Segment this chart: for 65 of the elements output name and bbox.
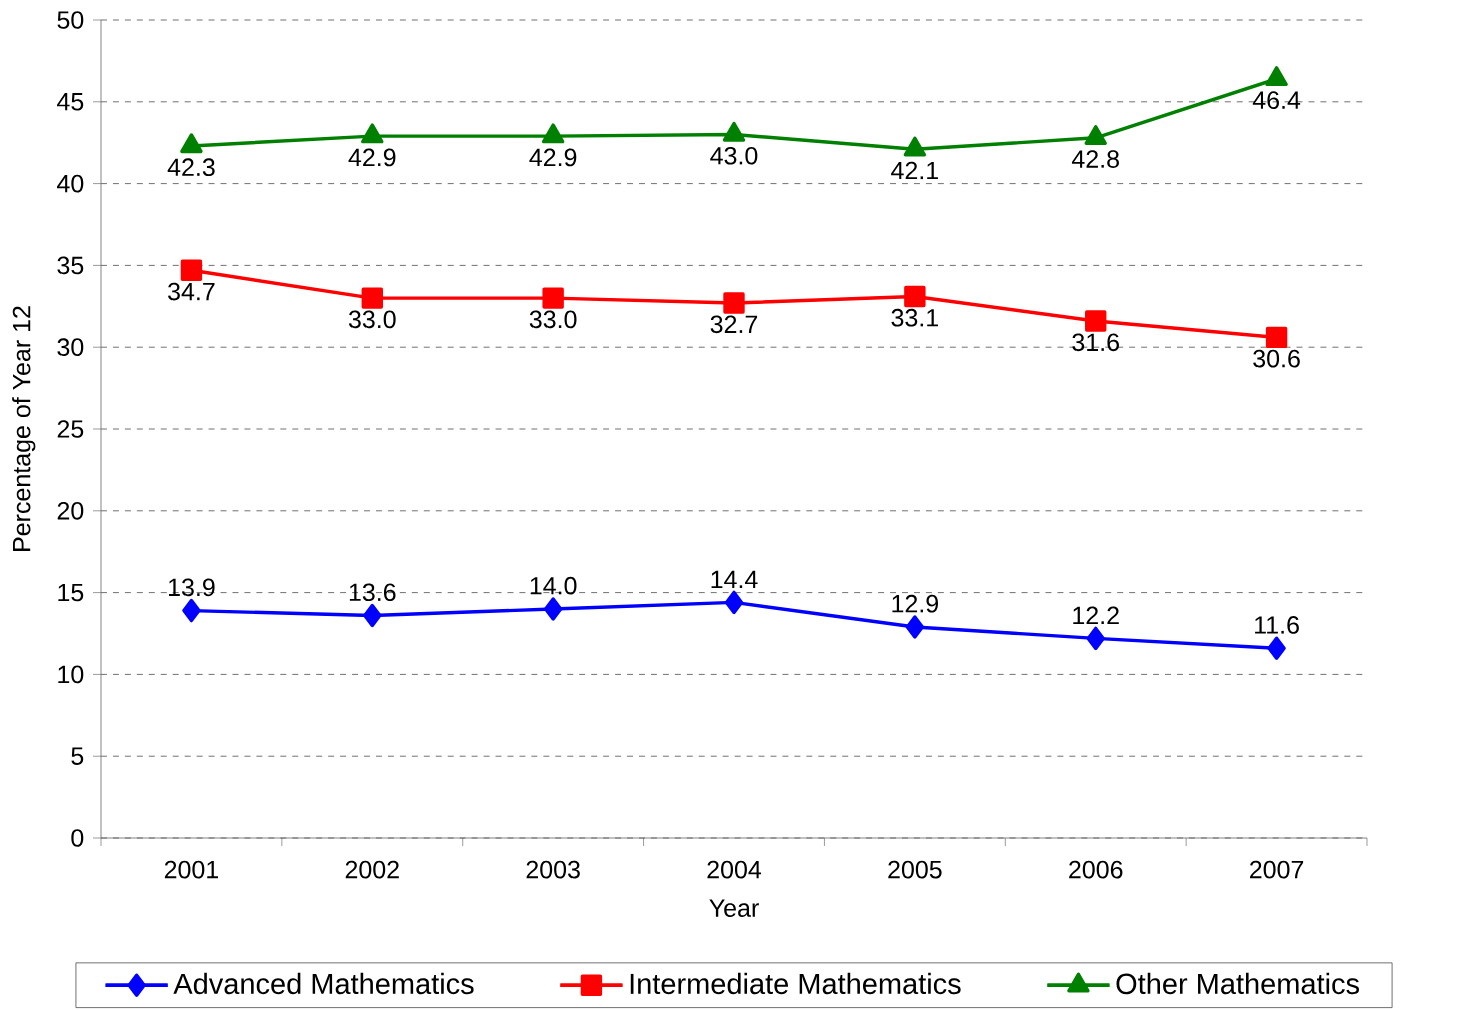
data-label: 31.6 [1072, 333, 1119, 352]
y-tick-label: 15 [58, 583, 84, 602]
point [542, 287, 564, 309]
x-tick-label: 2003 [526, 860, 580, 879]
data-label: 34.7 [168, 282, 215, 301]
y-tick-label: 0 [71, 829, 84, 847]
legend-label: Other Mathematics [1116, 972, 1359, 995]
point [361, 287, 383, 309]
point [363, 603, 382, 628]
point [1267, 636, 1286, 660]
point [722, 121, 746, 142]
data-label: 12.2 [1073, 606, 1119, 625]
y-tick-label: 5 [71, 747, 84, 765]
data-label: 30.6 [1253, 349, 1300, 368]
data-label: 33.0 [529, 310, 577, 329]
x-tick-label: 2001 [164, 860, 219, 879]
point [180, 133, 203, 154]
data-label: 11.6 [1255, 616, 1299, 634]
x-tick-label: 2007 [1250, 860, 1304, 879]
data-label: 42.9 [529, 148, 577, 167]
data-label: 42.8 [1071, 150, 1119, 168]
x-tick-label: 2005 [888, 860, 942, 879]
data-label: 42.3 [167, 158, 215, 177]
data-label: 13.6 [349, 583, 396, 602]
x-tick-label: 2004 [707, 860, 762, 879]
data-label: 12.9 [892, 594, 938, 613]
data-label: 33.0 [348, 310, 396, 329]
legend-label: Advanced Mathematics [173, 972, 474, 995]
y-tick-label: 30 [57, 338, 84, 357]
y-tick-label: 20 [57, 501, 84, 520]
point [1265, 66, 1288, 87]
y-axis-title: Percentage of Year 12 [12, 306, 36, 551]
point [904, 285, 926, 308]
point [724, 590, 744, 615]
point [723, 292, 745, 314]
point [180, 259, 203, 281]
point [1085, 310, 1107, 332]
point [541, 123, 565, 144]
y-tick-label: 35 [57, 256, 84, 275]
y-tick-label: 50 [57, 11, 84, 29]
y-tick-label: 10 [58, 665, 84, 684]
y-tick-label: 25 [57, 420, 84, 438]
data-label: 43.0 [710, 146, 758, 165]
data-label: 42.1 [891, 161, 938, 180]
data-label: 42.9 [348, 148, 396, 167]
data-label: 14.4 [711, 570, 758, 589]
point [1265, 326, 1288, 349]
y-tick-label: 40 [57, 174, 84, 193]
point [1084, 125, 1107, 145]
data-label: 14.0 [530, 576, 577, 595]
x-axis-title: Year [709, 899, 759, 917]
data-label: 13.9 [169, 578, 215, 597]
point [182, 598, 201, 623]
data-label: 46.4 [1252, 91, 1301, 109]
x-tick-label: 2006 [1069, 860, 1123, 879]
x-tick-label: 2002 [345, 860, 399, 879]
point [905, 615, 925, 639]
data-label: 33.1 [891, 308, 938, 327]
point [361, 123, 384, 144]
legend-label: Intermediate Mathematics [630, 972, 961, 995]
point [543, 597, 563, 621]
point [903, 136, 927, 157]
y-tick-label: 45 [57, 93, 84, 111]
data-label: 32.7 [710, 315, 758, 334]
point [1086, 626, 1105, 651]
